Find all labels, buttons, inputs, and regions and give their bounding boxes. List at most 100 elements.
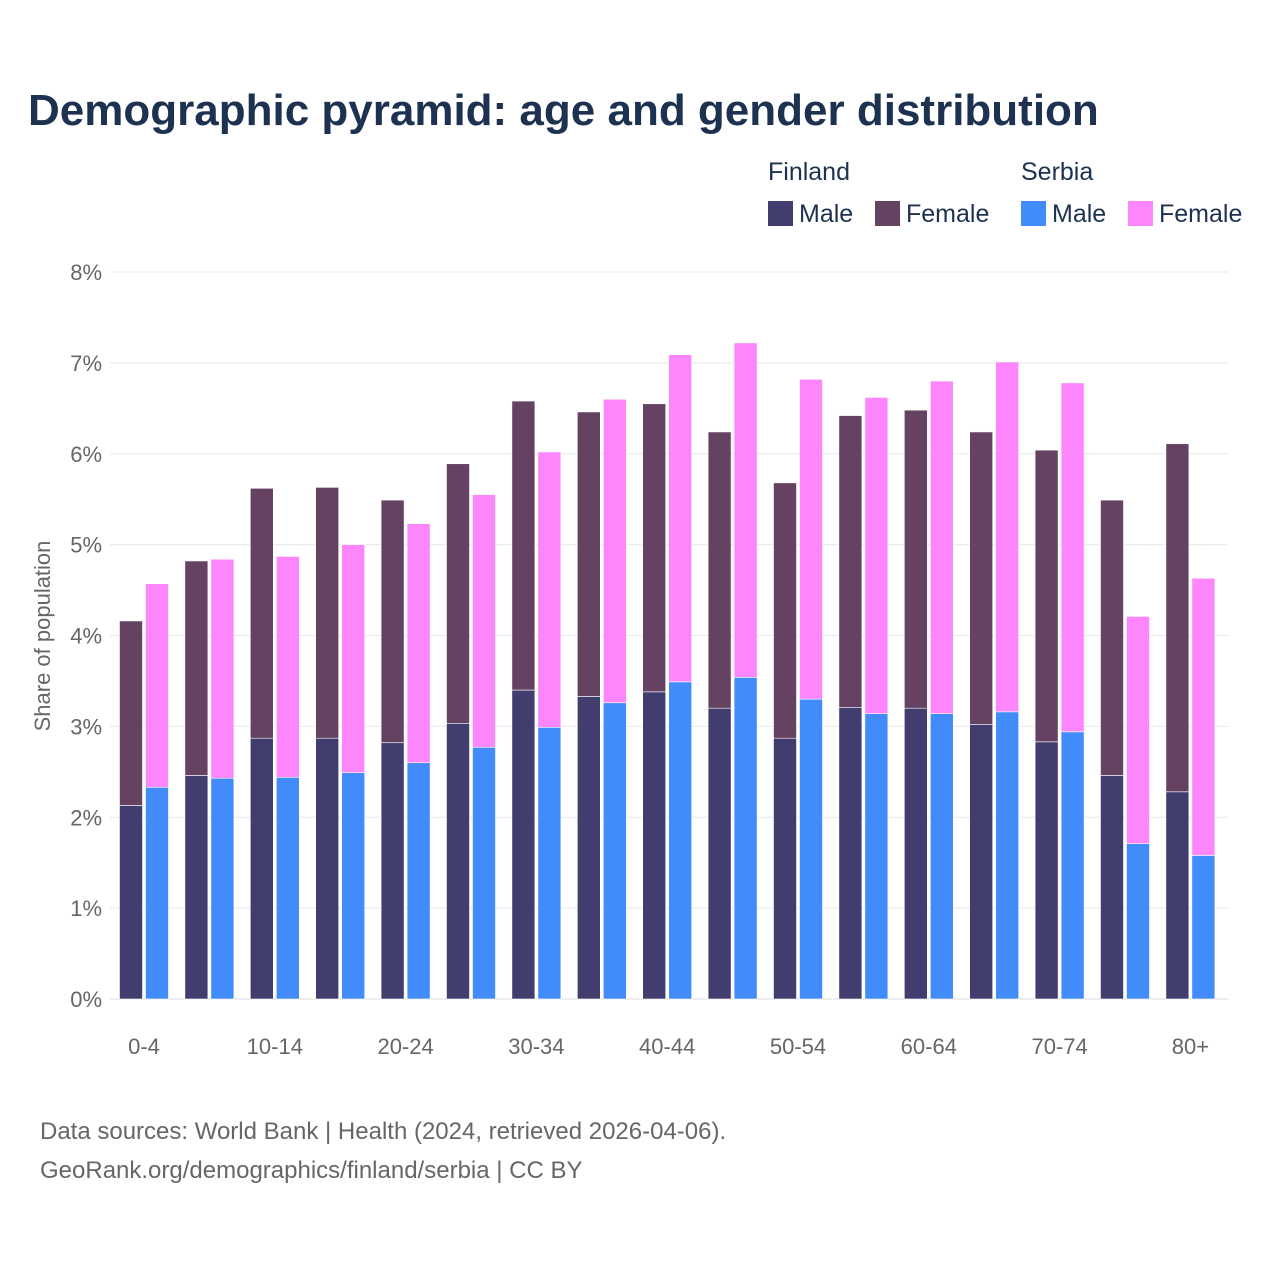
y-tick-label: 7% xyxy=(70,351,102,376)
x-tick-label: 60-64 xyxy=(901,1034,957,1059)
bar-finland-female xyxy=(119,620,143,806)
bar-serbia-female xyxy=(733,342,758,678)
legend-group-title: Finland xyxy=(768,158,850,186)
bar-finland-male xyxy=(184,775,209,1000)
bar-finland-male xyxy=(446,723,470,1000)
bar-serbia-female xyxy=(210,558,235,779)
bar-serbia-male xyxy=(275,776,300,1000)
bar-finland-female xyxy=(642,403,667,693)
bar-serbia-male xyxy=(1191,855,1216,1000)
legend-swatch xyxy=(1021,201,1046,226)
x-tick-label: 50-54 xyxy=(770,1034,826,1059)
bar-serbia-female xyxy=(341,544,366,774)
bar-finland-male xyxy=(903,707,928,1000)
chart-title: Demographic pyramid: age and gender dist… xyxy=(28,86,1099,135)
bar-serbia-male xyxy=(602,702,627,1000)
legend-group-title: Serbia xyxy=(1021,158,1093,186)
x-tick-label: 40-44 xyxy=(639,1034,695,1059)
bar-finland-female xyxy=(576,411,601,697)
legend-swatch xyxy=(875,201,900,226)
bar-serbia-female xyxy=(1126,616,1150,844)
bar-finland-female xyxy=(903,409,928,709)
x-tick-label: 30-34 xyxy=(508,1034,564,1059)
bar-serbia-male xyxy=(799,698,823,1000)
bar-serbia-female xyxy=(668,354,693,683)
legend-label: Female xyxy=(906,200,989,228)
y-tick-label: 4% xyxy=(70,624,102,649)
legend-label: Male xyxy=(799,200,853,228)
bar-serbia-female xyxy=(1191,577,1216,856)
bar-finland-male xyxy=(838,706,863,1000)
bar-serbia-male xyxy=(733,677,758,1000)
bar-finland-female xyxy=(380,499,405,744)
bar-serbia-male xyxy=(145,786,169,1000)
legend: Finland Male Female Serbia Male Female xyxy=(768,158,1242,228)
x-tick-label: 20-24 xyxy=(377,1034,433,1059)
legend-swatch xyxy=(1128,201,1153,226)
source-line-1: Data sources: World Bank | Health (2024,… xyxy=(40,1118,726,1145)
bar-finland-male xyxy=(380,742,405,1000)
bar-serbia-male xyxy=(668,681,693,1000)
y-tick-label: 6% xyxy=(70,442,102,467)
bar-serbia-female xyxy=(406,523,431,764)
bar-serbia-female xyxy=(799,378,823,700)
legend-label: Male xyxy=(1052,200,1106,228)
bar-finland-male xyxy=(1034,741,1059,1000)
bar-finland-female xyxy=(184,560,209,776)
bar-serbia-male xyxy=(472,746,496,1000)
bar-finland-male xyxy=(119,805,143,1000)
bar-finland-female xyxy=(1165,443,1190,793)
y-tick-label: 8% xyxy=(70,260,102,285)
bar-finland-female xyxy=(446,463,470,724)
bar-serbia-male xyxy=(1060,731,1085,1000)
x-tick-labels: 0-4 10-14 20-24 30-34 40-44 50-54 60-64 70-74 80… xyxy=(128,1034,1209,1059)
bar-finland-male xyxy=(1100,775,1124,1000)
bar-finland-male xyxy=(315,737,340,1000)
bar-serbia-male xyxy=(929,713,954,1000)
bar-finland-male xyxy=(250,737,274,1000)
bar-serbia-female xyxy=(145,583,169,788)
bar-finland-female xyxy=(250,487,274,739)
bar-finland-female xyxy=(773,482,797,739)
bar-serbia-male xyxy=(406,762,431,1000)
x-tick-label: 70-74 xyxy=(1031,1034,1087,1059)
bar-finland-male xyxy=(576,696,601,1000)
bar-serbia-female xyxy=(602,398,627,704)
legend-label: Female xyxy=(1159,200,1242,228)
legend-swatch xyxy=(768,201,793,226)
bar-finland-female xyxy=(315,487,340,739)
bar-serbia-male xyxy=(864,713,889,1000)
x-tick-label: 10-14 xyxy=(247,1034,303,1059)
bar-finland-male xyxy=(773,737,797,1000)
bar-finland-female xyxy=(1034,449,1059,743)
bar-serbia-female xyxy=(995,361,1020,713)
y-tick-label: 5% xyxy=(70,533,102,558)
y-tick-label: 3% xyxy=(70,714,102,739)
bar-finland-female xyxy=(707,431,732,709)
bar-finland-male xyxy=(511,689,536,1000)
bar-serbia-male xyxy=(1126,843,1150,1000)
bar-serbia-female xyxy=(864,397,889,714)
bar-finland-male xyxy=(969,724,994,1000)
bar-serbia-male xyxy=(537,726,562,1000)
bar-serbia-female xyxy=(1060,382,1085,733)
bars xyxy=(119,342,1216,1000)
bar-finland-male xyxy=(707,707,732,1000)
x-tick-label: 0-4 xyxy=(128,1034,160,1059)
bar-finland-female xyxy=(838,415,863,708)
bar-serbia-female xyxy=(275,556,300,778)
bar-serbia-male xyxy=(210,777,235,1000)
y-tick-label: 2% xyxy=(70,805,102,830)
source-line-2: GeoRank.org/demographics/finland/serbia … xyxy=(40,1157,583,1184)
bar-serbia-female xyxy=(472,494,496,748)
bar-finland-male xyxy=(1165,791,1190,1000)
bar-serbia-male xyxy=(341,772,366,1000)
y-tick-label: 1% xyxy=(70,896,102,921)
y-tick-label: 0% xyxy=(70,987,102,1012)
bar-serbia-male xyxy=(995,711,1020,1000)
y-axis-label: Share of population xyxy=(30,541,55,732)
x-tick-label: 80+ xyxy=(1172,1034,1209,1059)
bar-finland-female xyxy=(511,400,536,691)
bar-finland-female xyxy=(969,431,994,725)
